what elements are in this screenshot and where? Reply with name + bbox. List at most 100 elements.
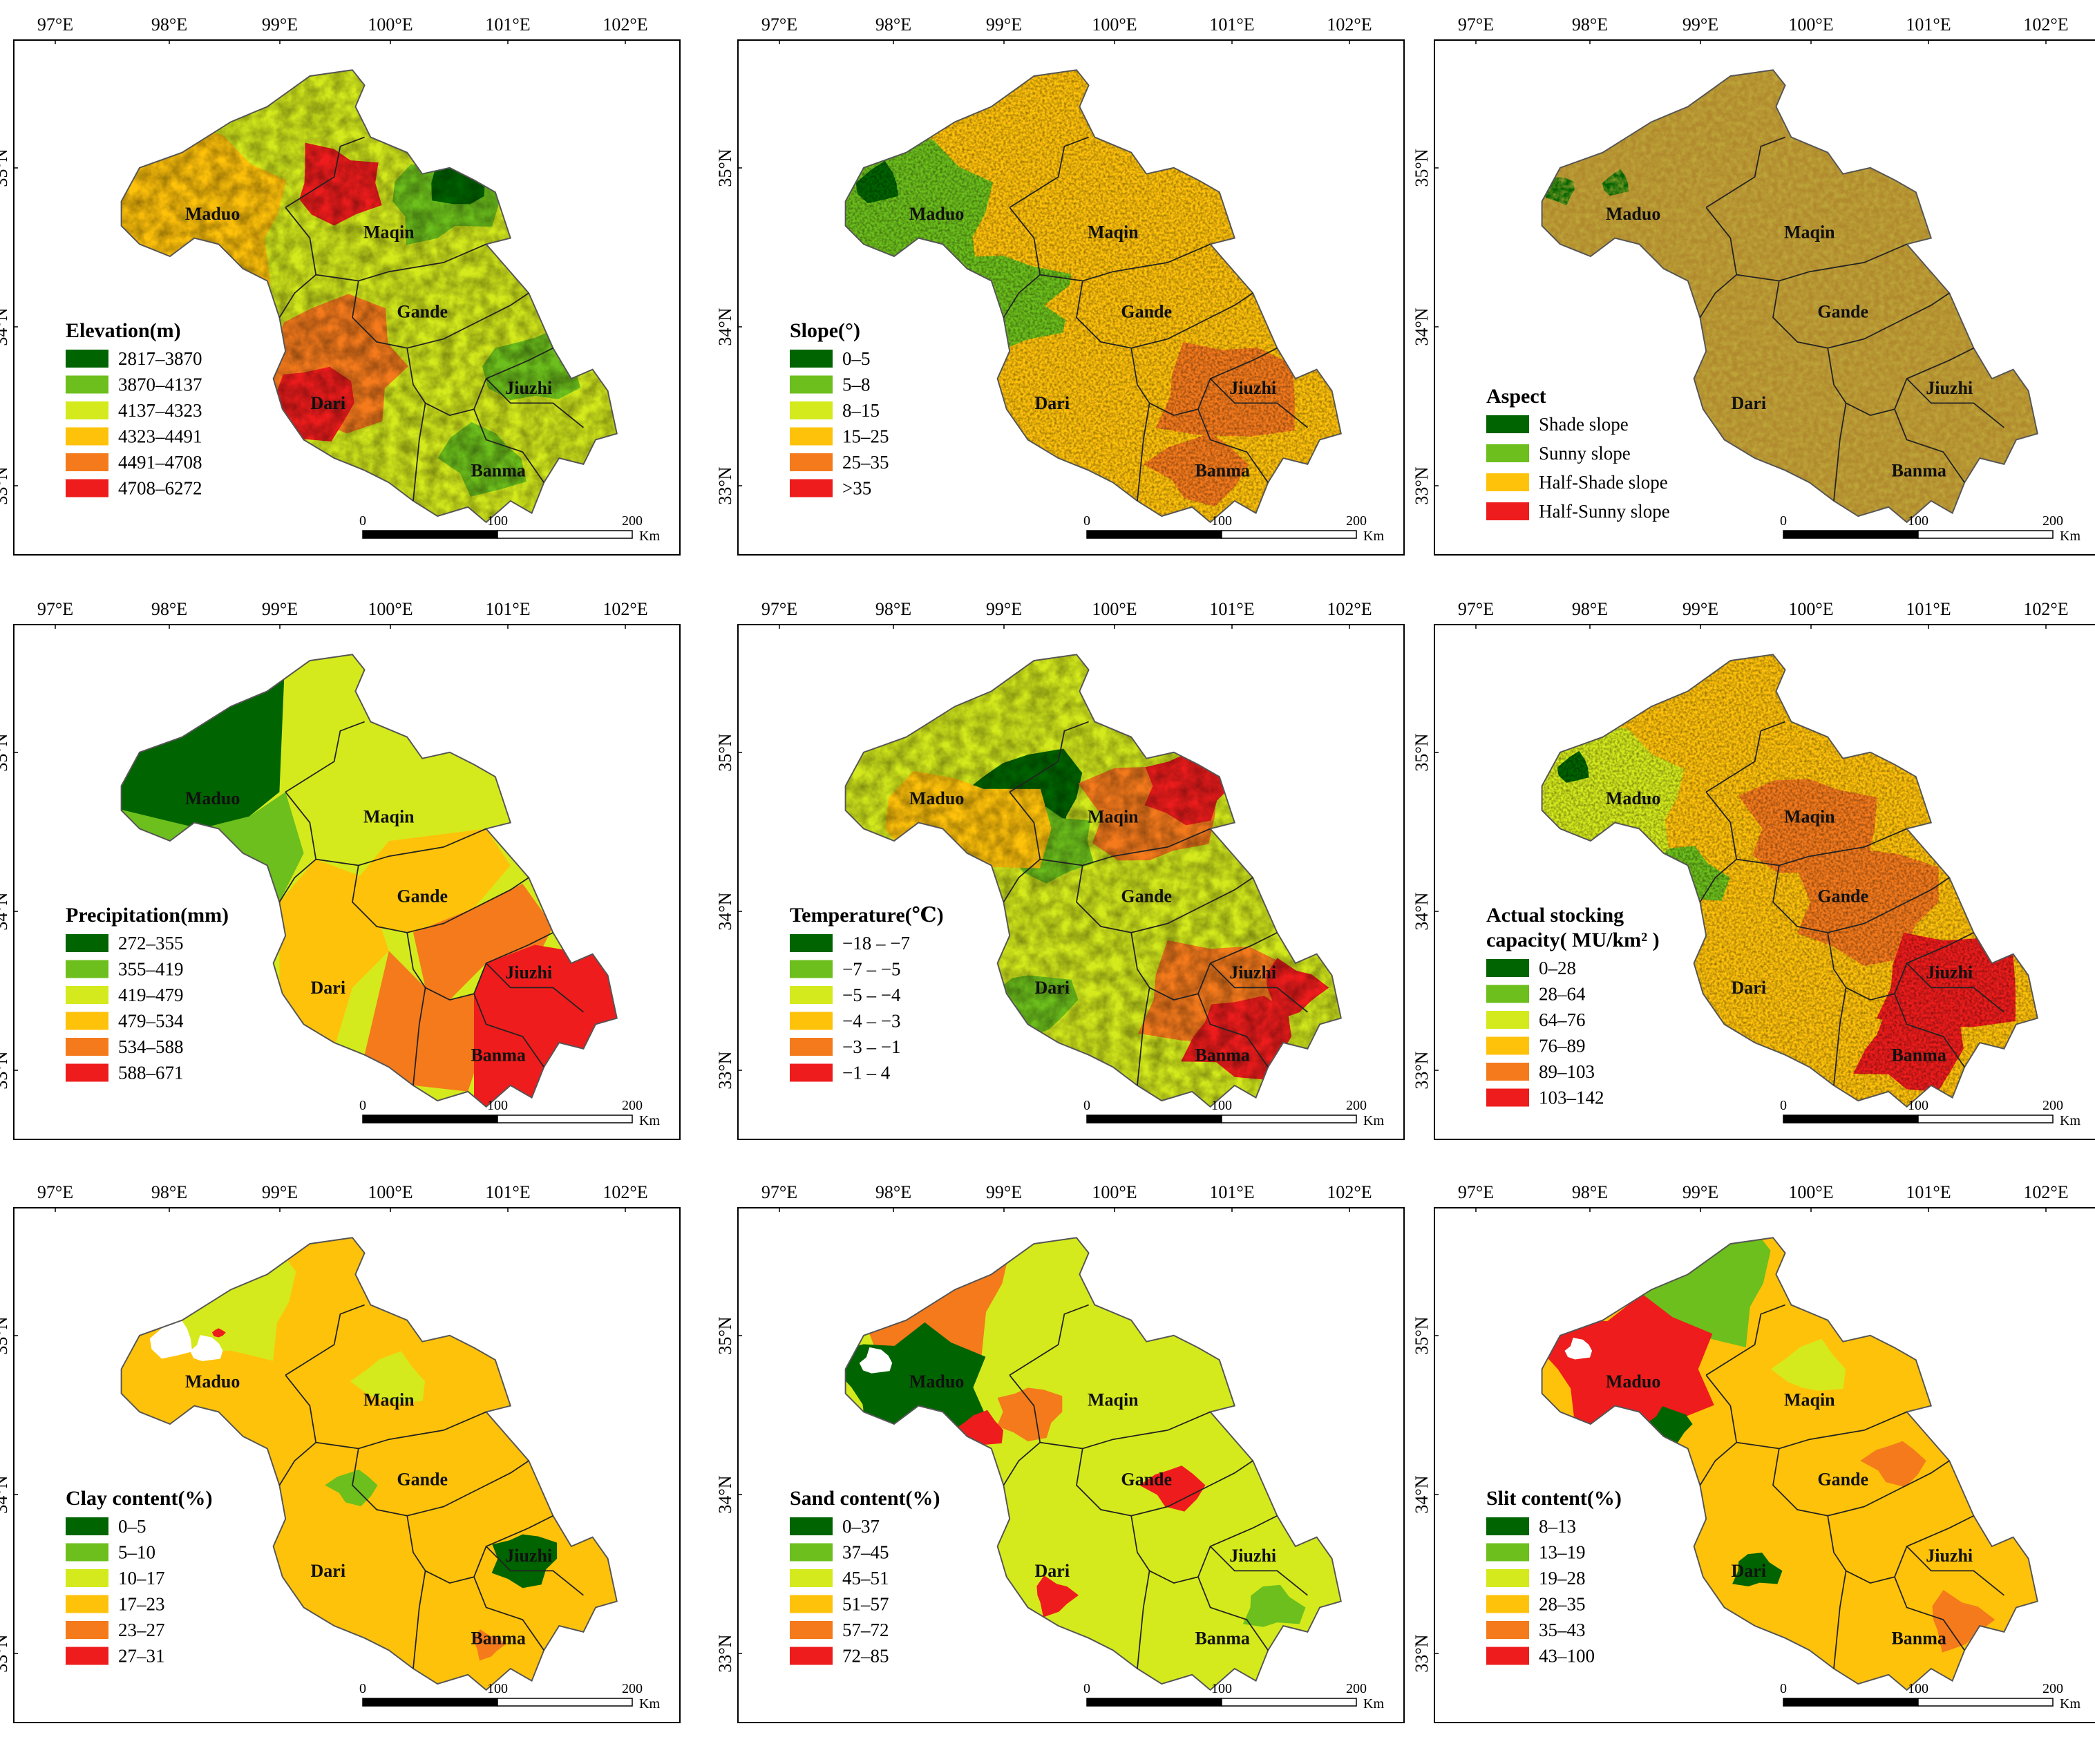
lat-label: 35°N	[1412, 149, 1432, 187]
legend-label: −7 – −5	[842, 959, 900, 980]
legend-label: 419–479	[118, 985, 184, 1005]
lon-label: 97°E	[1458, 15, 1494, 35]
county-boundary	[1833, 1571, 1847, 1669]
legend-label: 28–64	[1539, 984, 1586, 1005]
scale-tick: 0	[359, 1681, 366, 1696]
scale-bar-white	[497, 1698, 633, 1707]
county-label-gande: Gande	[397, 1470, 448, 1490]
lon-label: 101°E	[485, 15, 530, 35]
county-label-maqin: Maqin	[363, 1390, 415, 1410]
legend-title: Aspect	[1486, 385, 1546, 408]
lat-label: 35°N	[0, 733, 11, 771]
lat-label: 34°N	[0, 1475, 11, 1513]
county-boundary	[1827, 931, 1974, 1001]
scale-bar-black	[1783, 530, 1919, 539]
county-boundary	[1705, 1304, 1785, 1376]
legend-label: 534–588	[118, 1036, 184, 1057]
legend-swatch	[66, 1621, 108, 1639]
lat-label: 35°N	[715, 1316, 735, 1354]
lon-label: 98°E	[1572, 599, 1608, 619]
lon-label: 98°E	[151, 599, 187, 619]
scale-bar-black	[362, 530, 498, 539]
county-label-banma: Banma	[471, 1629, 525, 1649]
county-boundary	[485, 962, 584, 1013]
county-label-gande: Gande	[1817, 302, 1868, 322]
legend: 2817–3870 3870–4137 4137–4323 4323–4491 4491…	[66, 348, 202, 499]
legend-label: −3 – −1	[842, 1036, 900, 1057]
scale-bar-white	[497, 530, 633, 539]
scale-bar-white	[1221, 530, 1357, 539]
legend-swatch	[790, 453, 833, 471]
lon-label: 98°E	[151, 1182, 187, 1202]
region-outline	[1541, 654, 2038, 1108]
county-boundary	[1040, 828, 1211, 866]
legend-label: 0–5	[118, 1516, 146, 1537]
legend-swatch	[66, 350, 108, 368]
legend-swatch	[790, 1647, 833, 1665]
county-boundary	[1827, 1515, 1974, 1584]
scale-bar-black	[362, 1698, 498, 1707]
lon-label: 101°E	[1209, 15, 1254, 35]
legend-swatch	[1486, 1063, 1529, 1081]
county-boundary	[1197, 408, 1269, 483]
county-boundary	[1209, 962, 1308, 1013]
county-label-maqin: Maqin	[363, 222, 415, 243]
county-label-banma: Banma	[471, 1045, 525, 1065]
county-boundary	[1772, 281, 1950, 349]
lat-label: 35°N	[1412, 733, 1432, 771]
legend-swatch	[790, 479, 833, 497]
county-boundary	[1906, 962, 2004, 1013]
county-boundary	[352, 1448, 529, 1517]
lon-label: 100°E	[1788, 599, 1833, 619]
map-panel-clay: 97°E 98°E 99°E 100°E 101°E 102°E 35°N 34°N 33°N M…	[0, 1182, 681, 1723]
county-boundary	[1137, 403, 1150, 502]
county-boundary	[352, 865, 529, 933]
lon-label: 98°E	[151, 15, 187, 35]
scale-bar-black	[1086, 1698, 1222, 1707]
county-boundary	[1772, 1448, 1950, 1517]
legend-swatch	[790, 986, 833, 1004]
lon-label: 101°E	[1209, 599, 1254, 619]
lon-label: 99°E	[986, 599, 1022, 619]
legend-swatch	[790, 1012, 833, 1030]
lat-label: 33°N	[715, 466, 735, 504]
lon-label: 98°E	[875, 15, 911, 35]
lon-label: 98°E	[1572, 1182, 1608, 1202]
county-boundary	[1076, 1448, 1253, 1517]
legend-swatch	[66, 1595, 108, 1613]
county-boundary	[1130, 347, 1278, 417]
county-label-maduo: Maduo	[1606, 1372, 1660, 1392]
legend-swatch	[1486, 985, 1529, 1003]
county-label-maqin: Maqin	[1784, 222, 1835, 243]
county-boundary	[1894, 993, 1965, 1068]
legend-title: Elevation(m)	[66, 319, 181, 342]
legend-swatch	[1486, 1036, 1529, 1055]
lat-label: 35°N	[715, 733, 735, 771]
map-panel-slope: 97°E 98°E 99°E 100°E 101°E 102°E 35°N 34°N 33°N M…	[715, 15, 1405, 556]
county-boundary	[285, 136, 365, 209]
legend-label: Shade slope	[1539, 414, 1629, 435]
county-label-gande: Gande	[1817, 1470, 1868, 1490]
scale-bar-white	[497, 1115, 633, 1123]
county-label-dari: Dari	[311, 978, 346, 998]
scale-tick: 200	[2042, 1098, 2063, 1113]
county-label-jiuzhi: Jiuzhi	[505, 1546, 552, 1566]
legend-swatch	[790, 1517, 833, 1535]
scale-bar-black	[1783, 1698, 1919, 1707]
county-label-maduo: Maduo	[909, 788, 964, 808]
scale-bar-white	[1917, 530, 2054, 539]
legend-label: 0–37	[842, 1516, 880, 1537]
lon-label: 98°E	[1572, 15, 1608, 35]
scale-bar-white	[1917, 1115, 2054, 1123]
legend-swatch	[790, 401, 833, 419]
lat-label: 34°N	[715, 892, 735, 930]
county-label-jiuzhi: Jiuzhi	[505, 962, 552, 983]
legend-label: −5 – −4	[842, 985, 901, 1005]
county-boundary	[1736, 243, 1907, 282]
lat-label: 34°N	[715, 1475, 735, 1513]
county-boundary	[1699, 791, 1738, 903]
county-label-jiuzhi: Jiuzhi	[1926, 962, 1973, 983]
lon-label: 100°E	[368, 1182, 413, 1202]
lat-label: 35°N	[1412, 1316, 1432, 1354]
